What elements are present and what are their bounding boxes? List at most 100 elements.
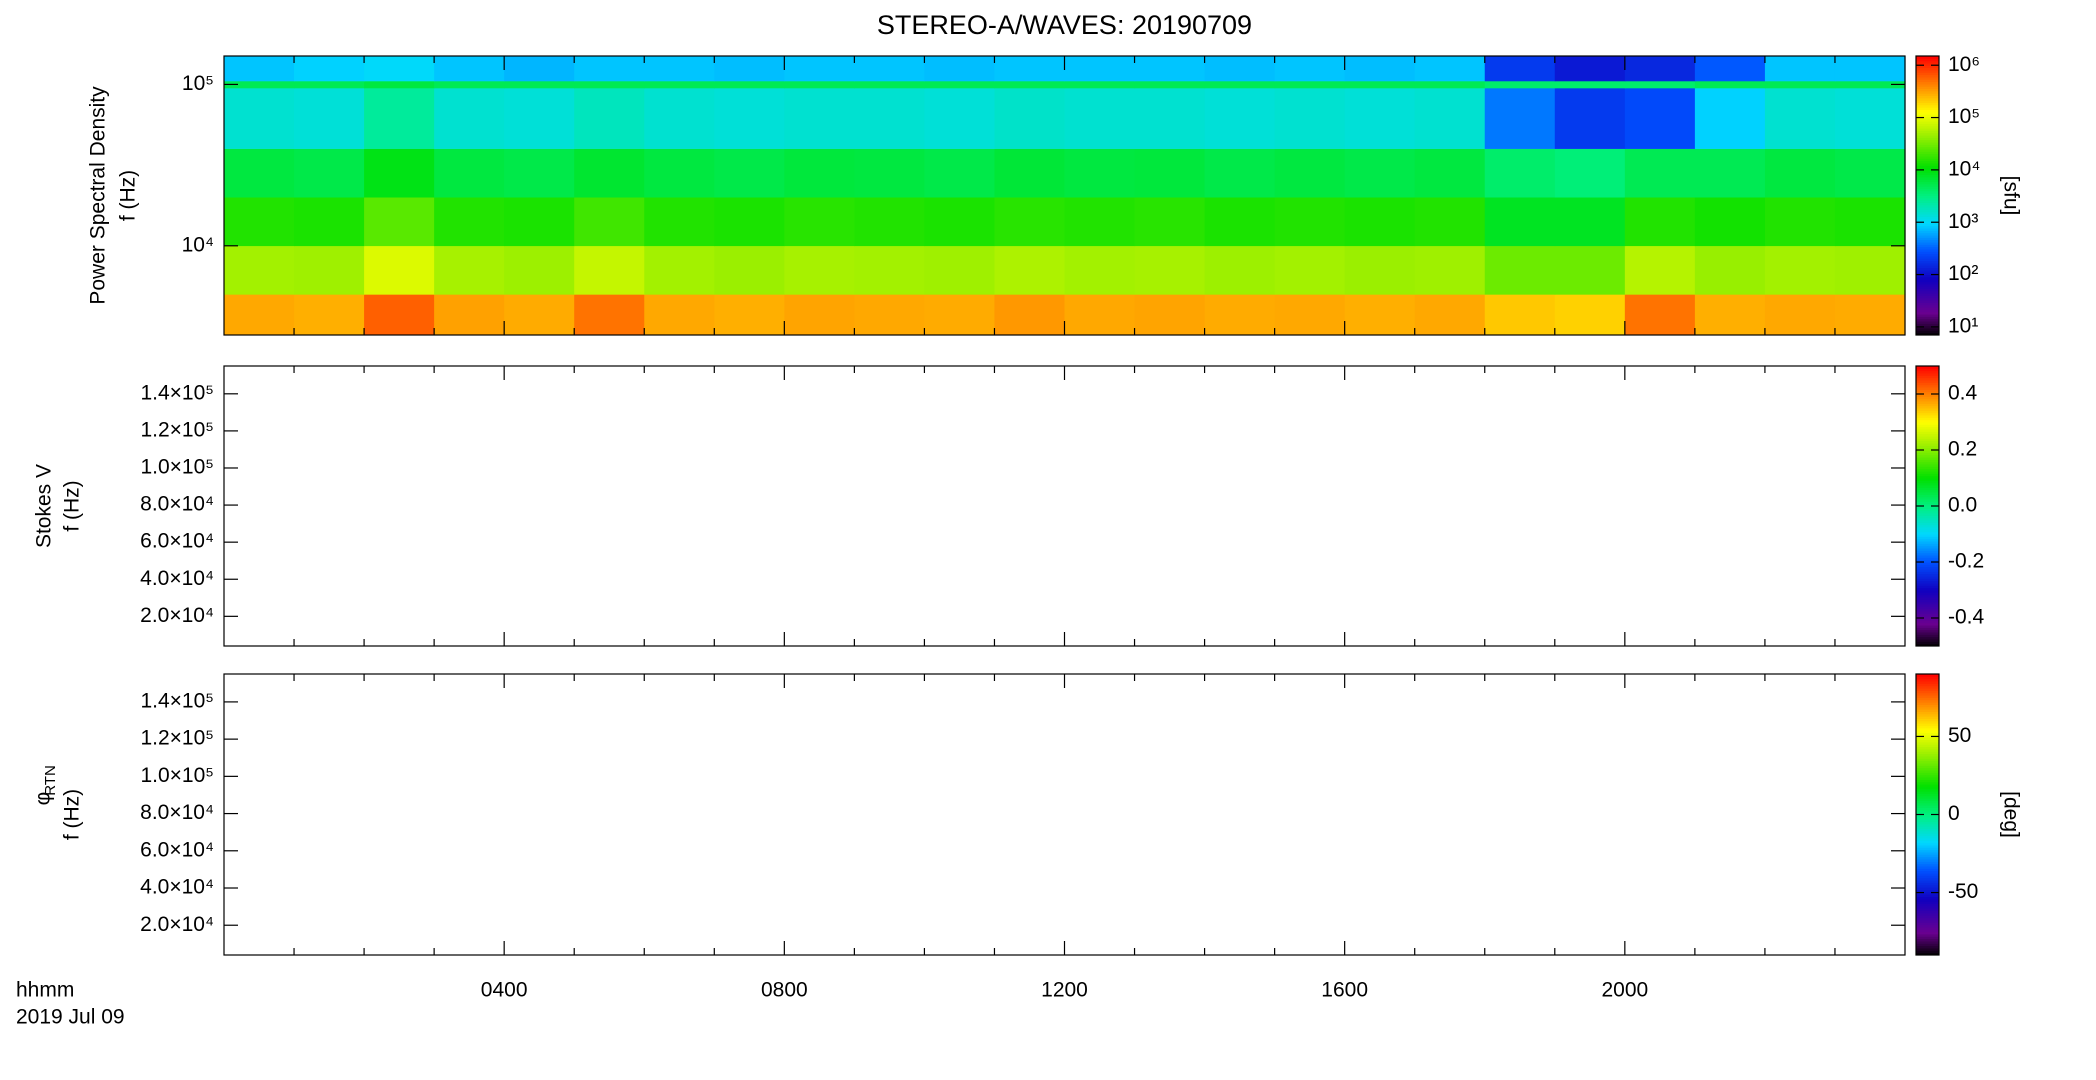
colorbar-segment	[1916, 438, 1939, 442]
colorbar-segment	[1916, 461, 1939, 465]
colorbar-segment	[1916, 267, 1939, 271]
heatmap-cell	[1764, 148, 1836, 198]
colorbar-segment	[1916, 468, 1939, 472]
colorbar-segment	[1916, 480, 1939, 484]
colorbar-segment	[1916, 641, 1939, 645]
colorbar-segment	[1916, 391, 1939, 395]
colorbar-segment	[1916, 130, 1939, 134]
colorbar-segment	[1916, 125, 1939, 129]
colorbar-segment	[1916, 290, 1939, 294]
heatmap-cell	[1624, 80, 1696, 89]
colorbar-segment	[1916, 952, 1939, 956]
heatmap-cell	[1344, 197, 1416, 247]
colorbar-segment	[1916, 697, 1939, 701]
y-tick-label: 10⁴	[182, 233, 214, 256]
colorbar-segment	[1916, 873, 1939, 876]
colorbar-segment	[1916, 674, 1939, 677]
colorbar-segment	[1916, 854, 1939, 858]
heatmap-cell	[1274, 245, 1346, 295]
heatmap-cell	[1064, 245, 1136, 295]
colorbar-segment	[1916, 286, 1939, 289]
colorbar-segment	[1916, 316, 1939, 320]
colorbar-segment	[1916, 90, 1939, 94]
colorbar-segment	[1916, 283, 1939, 287]
colorbar-segment	[1916, 72, 1939, 76]
heatmap-cell	[224, 88, 295, 149]
heatmap-cell	[714, 197, 785, 247]
colorbar-segment	[1916, 100, 1939, 103]
colorbar-segment	[1916, 639, 1939, 642]
heatmap-cell	[574, 148, 645, 198]
colorbar-segment	[1916, 947, 1939, 951]
colorbar-segment	[1916, 204, 1939, 208]
colorbar-segment	[1916, 419, 1939, 423]
colorbar-segment	[1916, 288, 1939, 292]
heatmap-cell	[574, 80, 645, 89]
heatmap-cell	[1274, 80, 1346, 89]
colorbar-segment	[1916, 755, 1939, 759]
x-tick-label: 0800	[761, 979, 808, 1002]
colorbar-segment	[1916, 248, 1939, 252]
colorbar-tick-label: 10⁵	[1948, 105, 1980, 128]
colorbar-segment	[1916, 926, 1939, 930]
colorbar-segment	[1916, 95, 1939, 99]
heatmap-cell	[1624, 56, 1696, 82]
colorbar-segment	[1916, 235, 1939, 238]
colorbar-segment	[1916, 793, 1939, 797]
heatmap-cell	[294, 148, 365, 198]
heatmap-cell	[1414, 80, 1486, 89]
colorbar-segment	[1916, 791, 1939, 794]
colorbar-segment	[1916, 636, 1939, 640]
colorbar-segment	[1916, 76, 1939, 80]
heatmap-cell	[224, 245, 295, 295]
colorbar-segment	[1916, 445, 1939, 449]
colorbar-segment	[1916, 800, 1939, 804]
colorbar-segment	[1916, 931, 1939, 935]
colorbar-segment	[1916, 936, 1939, 940]
colorbar-segment	[1916, 221, 1939, 224]
colorbar-segment	[1916, 795, 1939, 799]
heatmap-cell	[1694, 294, 1766, 336]
heatmap-cell	[1764, 245, 1836, 295]
colorbar-tick-label: 0.2	[1948, 438, 1977, 461]
colorbar-segment	[1916, 632, 1939, 635]
heatmap-cell	[1344, 245, 1416, 295]
colorbar-segment	[1916, 433, 1939, 437]
heatmap-cell	[364, 294, 435, 336]
colorbar-segment	[1916, 200, 1939, 203]
heatmap-cell	[1554, 197, 1626, 247]
colorbar-segment	[1916, 522, 1939, 526]
heatmap-cell	[1064, 56, 1136, 82]
heatmap-cell	[1344, 80, 1416, 89]
heatmap-cell	[1764, 80, 1836, 89]
colorbar-tick-label: -0.2	[1948, 550, 1984, 573]
colorbar-segment	[1916, 868, 1939, 872]
colorbar-segment	[1916, 389, 1939, 393]
y-tick-label: 10⁵	[182, 72, 214, 95]
x-tick-label: 0400	[481, 979, 528, 1002]
colorbar-segment	[1916, 323, 1939, 327]
colorbar-segment	[1916, 566, 1939, 570]
colorbar-segment	[1916, 555, 1939, 558]
colorbar-segment	[1916, 209, 1939, 213]
y-tick-label: 1.0×10⁵	[140, 456, 214, 479]
heatmap-cell	[504, 80, 575, 89]
colorbar-segment	[1916, 625, 1939, 628]
heatmap-cell	[434, 245, 505, 295]
heatmap-cell	[854, 148, 926, 198]
heatmap-cell	[924, 56, 996, 82]
colorbar-segment	[1916, 513, 1939, 516]
colorbar-segment	[1916, 401, 1939, 404]
heatmap-cell	[434, 148, 505, 198]
colorbar-segment	[1916, 144, 1939, 148]
heatmap-cell	[1624, 148, 1696, 198]
colorbar-segment	[1916, 709, 1939, 712]
colorbar-segment	[1916, 812, 1939, 815]
colorbar-segment	[1916, 424, 1939, 428]
colorbar-segment	[1916, 104, 1939, 108]
colorbar-segment	[1916, 734, 1939, 738]
colorbar-segment	[1916, 746, 1939, 750]
colorbar-segment	[1916, 58, 1939, 62]
heatmap-cell	[784, 148, 855, 198]
colorbar-segment	[1916, 545, 1939, 549]
